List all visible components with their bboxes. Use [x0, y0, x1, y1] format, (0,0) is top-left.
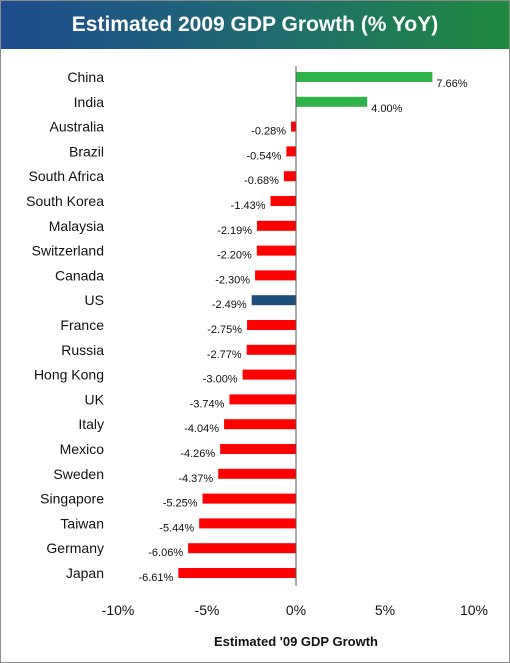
category-label-south-korea: South Korea — [26, 193, 104, 209]
value-label-russia: -2.77% — [207, 349, 242, 361]
value-label-uk: -3.74% — [190, 398, 225, 410]
category-label-india: India — [74, 94, 105, 110]
x-tick-label: -10% — [102, 602, 135, 618]
category-label-brazil: Brazil — [69, 143, 104, 159]
category-label-japan: Japan — [66, 565, 104, 581]
value-label-malaysia: -2.19% — [217, 225, 252, 237]
value-label-australia: -0.28% — [251, 126, 286, 138]
value-label-germany: -6.06% — [148, 547, 183, 559]
bar-mexico — [220, 444, 296, 454]
value-label-south-africa: -0.68% — [244, 175, 279, 187]
bar-japan — [178, 568, 296, 578]
value-label-canada: -2.30% — [215, 274, 250, 286]
bar-hong-kong — [242, 369, 296, 380]
value-label-brazil: -0.54% — [247, 150, 282, 162]
value-label-hong-kong: -3.00% — [203, 374, 238, 386]
bar-italy — [224, 419, 296, 430]
category-label-taiwan: Taiwan — [60, 515, 104, 531]
bar-china — [296, 72, 433, 82]
bar-canada — [255, 270, 296, 281]
value-label-us: -2.49% — [212, 299, 247, 311]
category-label-canada: Canada — [55, 267, 104, 283]
category-label-malaysia: Malaysia — [49, 218, 104, 234]
bar-france — [247, 320, 296, 330]
category-label-hong-kong: Hong Kong — [34, 367, 104, 383]
value-label-singapore: -5.25% — [163, 498, 198, 510]
value-label-taiwan: -5.44% — [159, 522, 194, 534]
x-axis-title: Estimated '09 GDP Growth — [214, 634, 378, 649]
bar-singapore — [202, 493, 296, 504]
bar-uk — [229, 394, 296, 405]
category-label-switzerland: Switzerland — [32, 243, 104, 259]
bar-brazil — [286, 146, 296, 157]
value-label-japan: -6.61% — [138, 572, 173, 584]
bar-south-korea — [270, 196, 296, 206]
x-tick-label: 0% — [286, 602, 306, 618]
bar-russia — [246, 344, 296, 355]
value-label-switzerland: -2.20% — [217, 250, 252, 262]
category-label-germany: Germany — [46, 540, 104, 556]
value-label-sweden: -4.37% — [178, 473, 213, 485]
bar-south-africa — [283, 171, 296, 182]
category-label-us: US — [85, 292, 104, 308]
bar-india — [296, 96, 368, 107]
chart-title: Estimated 2009 GDP Growth (% YoY) — [1, 1, 509, 49]
category-label-italy: Italy — [78, 416, 104, 432]
bar-switzerland — [256, 245, 296, 256]
category-label-singapore: Singapore — [40, 491, 104, 507]
bar-malaysia — [257, 220, 296, 231]
bar-taiwan — [199, 518, 296, 529]
value-label-india: 4.00% — [371, 103, 402, 115]
bar-australia — [291, 121, 296, 132]
value-label-china: 7.66% — [436, 78, 467, 90]
x-tick-label: -5% — [195, 602, 220, 618]
value-label-italy: -4.04% — [184, 423, 219, 435]
bar-us — [251, 295, 296, 306]
bar-sweden — [218, 468, 296, 479]
category-label-australia: Australia — [50, 119, 105, 135]
x-tick-label: 5% — [375, 602, 395, 618]
value-label-france: -2.75% — [207, 324, 242, 336]
category-label-france: France — [60, 317, 104, 333]
value-label-mexico: -4.26% — [180, 448, 215, 460]
category-label-russia: Russia — [61, 342, 104, 358]
category-label-china: China — [67, 69, 104, 85]
category-label-mexico: Mexico — [60, 441, 105, 457]
value-label-south-korea: -1.43% — [231, 200, 266, 212]
category-label-south-africa: South Africa — [29, 168, 105, 184]
bar-germany — [188, 543, 296, 554]
x-tick-label: 10% — [460, 602, 488, 618]
category-label-sweden: Sweden — [53, 466, 104, 482]
category-label-uk: UK — [85, 391, 105, 407]
